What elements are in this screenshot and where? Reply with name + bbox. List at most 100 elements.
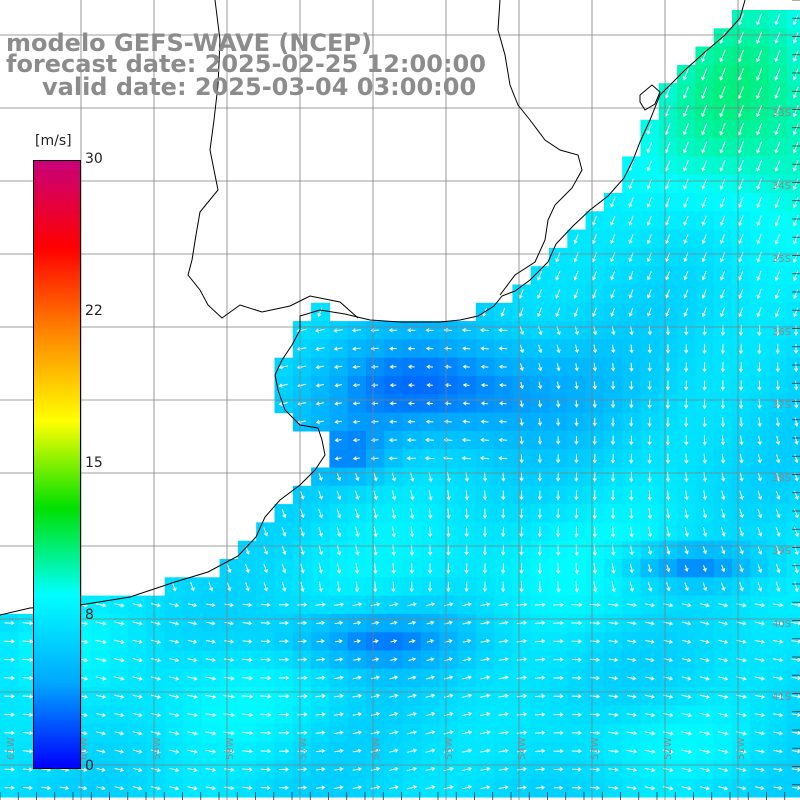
wind-cell	[786, 705, 800, 725]
wind-arrow	[499, 382, 507, 388]
wind-arrow	[683, 160, 689, 172]
wind-arrow	[611, 362, 616, 372]
lat-label: 40S	[772, 619, 791, 630]
wind-arrow	[592, 344, 598, 354]
wind-arrow	[682, 86, 689, 99]
wind-arrow	[591, 215, 597, 226]
wind-arrow	[737, 141, 744, 154]
wind-arrow	[537, 307, 542, 318]
wind-arrow	[628, 271, 634, 281]
lat-label: 39S	[772, 546, 791, 557]
wind-arrow	[629, 344, 634, 354]
wind-cell	[786, 540, 800, 560]
wind-arrow	[555, 289, 561, 299]
wind-arrow	[792, 13, 799, 26]
wind-cell	[786, 357, 800, 377]
wind-arrow	[720, 343, 725, 355]
wind-arrow	[701, 68, 708, 81]
wind-arrow	[756, 270, 762, 281]
wind-arrow	[683, 123, 689, 136]
wind-cell	[786, 138, 800, 157]
wind-arrow	[793, 343, 799, 355]
wind-arrow	[537, 270, 543, 281]
wind-arrow	[278, 401, 288, 406]
wind-arrow	[756, 288, 762, 300]
wind-arrow	[701, 178, 708, 190]
wind-arrow	[519, 326, 525, 336]
wind-cell	[786, 742, 800, 761]
wind-arrow	[738, 270, 744, 281]
wind-arrow	[792, 32, 799, 44]
wind-cell	[786, 778, 800, 798]
wind-arrow	[352, 346, 361, 351]
wind-arrow	[756, 49, 763, 63]
wind-arrow	[665, 215, 671, 226]
wind-arrow	[683, 289, 689, 299]
wind-cell	[786, 321, 800, 340]
wind-arrow	[737, 68, 744, 81]
wind-arrow	[610, 381, 616, 390]
wind-arrow	[556, 363, 561, 372]
wind-arrow	[646, 123, 653, 135]
wind-arrow	[774, 160, 781, 172]
wind-arrow	[684, 380, 689, 391]
lon-label: 53W	[590, 737, 601, 760]
wind-arrow	[720, 289, 726, 299]
lon-label: 54W	[517, 737, 528, 760]
wind-arrow	[480, 364, 489, 369]
wind-arrow	[701, 86, 708, 99]
wind-arrow	[317, 307, 323, 318]
wind-arrow	[701, 160, 708, 172]
wind-arrow	[408, 382, 415, 388]
wind-arrow	[683, 307, 689, 317]
wind-arrow	[774, 233, 781, 245]
wind-arrow	[646, 215, 652, 226]
wind-arrow	[756, 104, 763, 118]
wind-arrow	[701, 289, 707, 299]
lon-label: 61W	[6, 737, 17, 760]
lon-label: 59W	[152, 737, 163, 760]
wind-arrow	[592, 289, 597, 299]
wind-arrow	[737, 31, 744, 44]
wind-arrow	[738, 197, 744, 208]
wind-arrow	[756, 178, 762, 190]
wind-arrow	[556, 381, 561, 390]
wind-arrow	[407, 364, 415, 370]
wind-arrow	[278, 383, 289, 388]
wind-arrow	[647, 289, 652, 299]
wind-cell	[786, 485, 800, 505]
wind-arrow	[701, 307, 707, 318]
wind-arrow	[719, 178, 726, 190]
wind-cell	[786, 430, 800, 450]
wind-arrow	[629, 381, 634, 391]
lat-label: 33S	[772, 108, 791, 119]
wind-arrow	[774, 270, 781, 281]
wind-arrow	[389, 382, 397, 388]
lon-label: 55W	[444, 737, 455, 760]
wind-arrow	[333, 346, 343, 351]
wind-arrow	[738, 307, 744, 318]
wind-arrow	[498, 327, 508, 333]
wind-arrow	[611, 325, 616, 336]
wind-arrow	[738, 362, 744, 373]
wind-arrow	[573, 270, 579, 281]
wind-arrow	[720, 362, 725, 373]
wind-arrow	[664, 105, 671, 117]
wind-arrow	[426, 364, 434, 370]
wind-arrows	[4, 13, 800, 791]
wind-arrow	[774, 141, 781, 154]
colorbar-unit: [m/s]	[35, 133, 72, 149]
wind-cell	[786, 522, 800, 542]
wind-arrow	[593, 325, 598, 336]
wind-arrow	[479, 327, 490, 333]
wind-cell	[786, 595, 800, 615]
colorbar-tick-15: 15	[85, 455, 103, 471]
wind-arrow	[775, 380, 781, 391]
wind-arrow	[756, 86, 763, 100]
wind-cell	[786, 376, 800, 395]
wind-arrow	[664, 86, 671, 99]
wind-arrow	[737, 104, 744, 118]
wind-arrow	[591, 270, 597, 281]
wind-arrow	[647, 362, 652, 372]
